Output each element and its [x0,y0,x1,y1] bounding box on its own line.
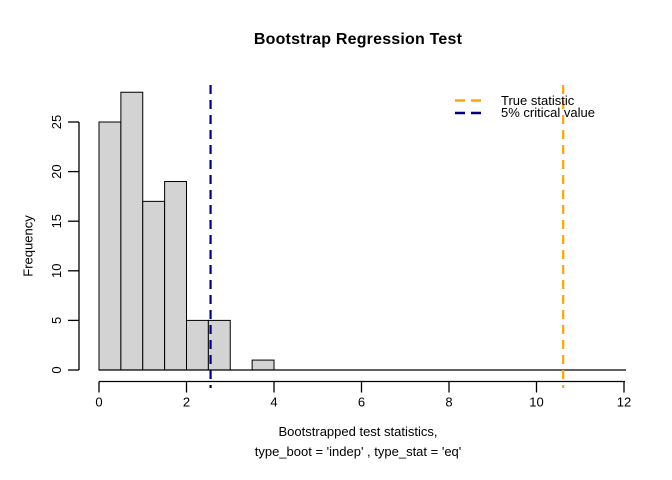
y-axis-tick-label: 10 [49,264,64,278]
y-axis-tick-label: 25 [49,115,64,129]
chart-title: Bootstrap Regression Test [253,31,463,48]
x-axis-tick-label: 12 [617,395,631,410]
x-axis-label-line1: Bootstrapped test statistics, [278,424,438,439]
legend-label-true-statistic: True statistic [501,93,575,108]
x-axis-tick-label: 2 [183,395,190,410]
x-axis-tick-label: 6 [358,395,365,410]
x-axis-label-line2: type_boot = 'indep' , type_stat = 'eq' [254,444,462,459]
x-axis-tick-label: 10 [529,395,543,410]
x-axis-tick-label: 4 [270,395,277,410]
histogram-bar [98,121,122,371]
y-axis-tick-label: 15 [49,214,64,228]
histogram-bar [120,91,144,371]
histogram-bar [251,359,275,371]
histogram-bar [164,181,187,371]
y-axis-tick-label: 0 [49,366,64,373]
x-axis-label: Bootstrapped test statistics, type_boot … [78,422,638,462]
x-axis-tick-label: 0 [95,395,102,410]
legend-label-critical-value: 5% critical value [501,105,595,120]
x-axis-tick-label: 8 [445,395,452,410]
histogram-bar [142,200,166,371]
histogram-bar [186,319,209,371]
y-axis-tick-label: 5 [49,317,64,324]
y-axis-tick-label: 20 [49,164,64,178]
